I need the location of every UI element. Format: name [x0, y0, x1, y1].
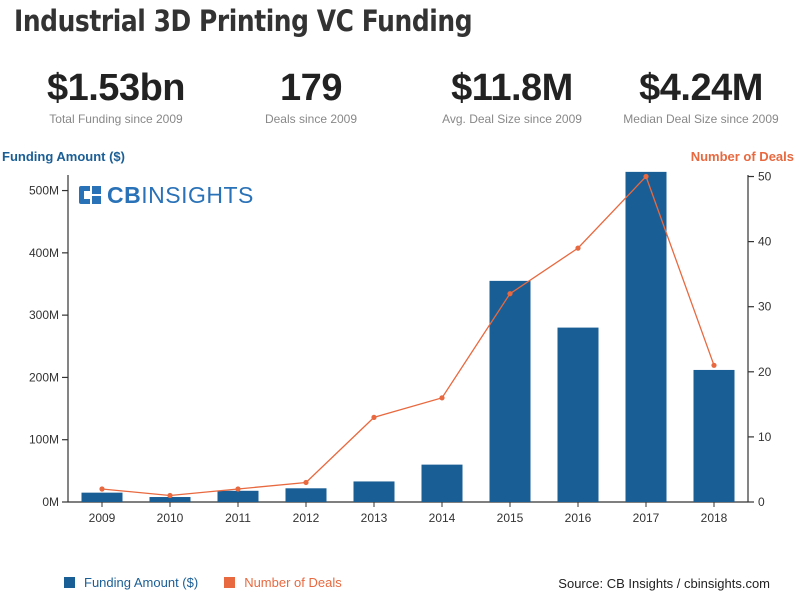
- right-tick-label: 10: [758, 430, 772, 444]
- funding-bar: [149, 497, 191, 502]
- deals-point: [235, 486, 241, 492]
- x-tick-label: 2015: [497, 511, 524, 525]
- funding-bar: [81, 492, 123, 502]
- legend-label-funding: Funding Amount ($): [84, 575, 199, 590]
- funding-bar: [421, 464, 463, 502]
- funding-bar: [217, 490, 259, 502]
- chart-title: Industrial 3D Printing VC Funding: [14, 4, 473, 38]
- right-tick-label: 20: [758, 365, 772, 379]
- x-tick-label: 2012: [293, 511, 320, 525]
- kpi-value: $1.53bn: [46, 67, 186, 109]
- x-tick-label: 2018: [701, 511, 728, 525]
- kpi-total-funding: $1.53bn Total Funding since 2009: [26, 66, 206, 126]
- legend-swatch-funding: [64, 577, 75, 588]
- right-tick-label: 30: [758, 300, 772, 314]
- funding-bar: [557, 327, 599, 502]
- legend-swatch-deals: [224, 577, 236, 588]
- kpi-value: 179: [280, 67, 342, 109]
- right-tick-label: 40: [758, 235, 772, 249]
- legend: Funding Amount ($) Number of Deals: [64, 575, 368, 590]
- right-tick-label: 0: [758, 495, 765, 509]
- right-axis-title: Number of Deals: [690, 149, 794, 164]
- kpi-deals: 179 Deals since 2009: [221, 66, 401, 126]
- funding-bar: [353, 481, 395, 502]
- kpi-label: Deals since 2009: [264, 112, 358, 126]
- kpi-value: $4.24M: [639, 67, 763, 109]
- x-tick-label: 2017: [633, 511, 660, 525]
- deals-point: [575, 245, 581, 251]
- kpi-avg-deal-size: $11.8M Avg. Deal Size since 2009: [422, 66, 602, 126]
- left-tick-label: 500M: [29, 184, 59, 198]
- x-tick-label: 2013: [361, 511, 388, 525]
- funding-bar: [625, 171, 667, 503]
- kpi-median-deal-size: $4.24M Median Deal Size since 2009: [611, 66, 791, 126]
- left-tick-label: 100M: [29, 433, 59, 447]
- deals-point: [711, 362, 717, 368]
- legend-label-deals: Number of Deals: [244, 575, 342, 590]
- deals-point: [371, 414, 377, 420]
- legend-item-funding[interactable]: Funding Amount ($): [64, 575, 198, 590]
- x-tick-label: 2009: [89, 511, 116, 525]
- legend-item-deals[interactable]: Number of Deals: [224, 575, 342, 590]
- kpi-label: Median Deal Size since 2009: [623, 112, 779, 126]
- kpi-label: Avg. Deal Size since 2009: [442, 112, 582, 126]
- left-tick-label: 200M: [29, 370, 59, 384]
- deals-line: [101, 175, 715, 497]
- deals-point: [507, 291, 513, 297]
- cbinsights-logo: CBINSIGHTS: [77, 180, 254, 210]
- left-axis-title: Funding Amount ($): [2, 149, 125, 164]
- x-tick-label: 2016: [565, 511, 592, 525]
- deals-point: [99, 486, 105, 492]
- kpi-label: Total Funding since 2009: [49, 112, 183, 126]
- deals-point: [303, 479, 309, 486]
- cbinsights-logo-text: CBINSIGHTS: [107, 181, 254, 208]
- kpi-value: $11.8M: [451, 67, 573, 109]
- left-tick-label: 400M: [29, 246, 59, 260]
- funding-bar: [693, 369, 735, 502]
- chart-plot: 0M 100M 200M 300M 400M 500M 0 10 20 30 40 50 2009 201…: [29, 170, 772, 525]
- cbinsights-logo-icon: [79, 186, 101, 204]
- x-tick-label: 2010: [157, 511, 184, 525]
- left-tick-label: 0M: [42, 495, 59, 509]
- kpi-row: $1.53bn Total Funding since 2009 179 Dea…: [0, 66, 800, 136]
- funding-bar: [489, 280, 531, 502]
- funding-bar: [285, 488, 327, 502]
- deals-point: [167, 492, 173, 499]
- x-tick-label: 2011: [225, 511, 251, 525]
- right-tick-label: 50: [758, 170, 772, 184]
- deals-point: [643, 173, 649, 180]
- left-tick-label: 300M: [29, 308, 59, 322]
- source-note: Source: CB Insights / cbinsights.com: [558, 576, 770, 591]
- x-tick-label: 2014: [429, 511, 456, 525]
- deals-point: [439, 395, 445, 401]
